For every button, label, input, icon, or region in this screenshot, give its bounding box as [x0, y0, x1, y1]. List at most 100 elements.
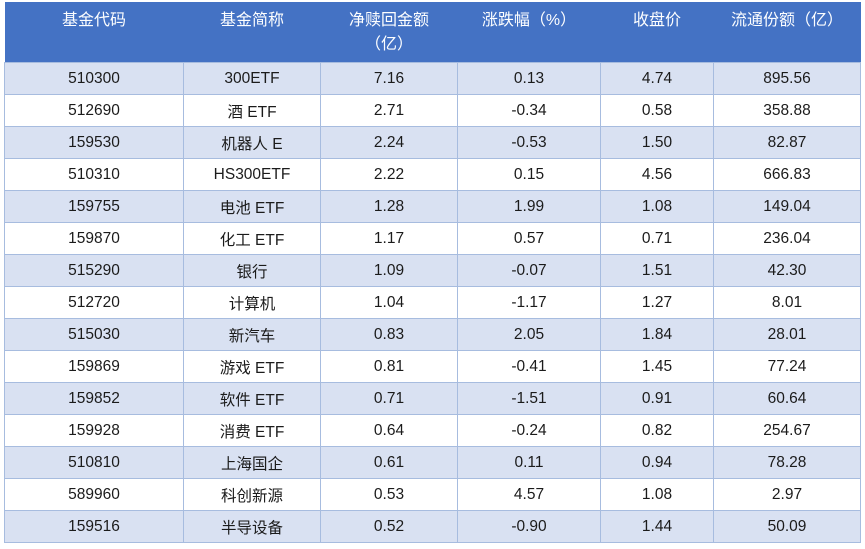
cell-change_pct: -1.51	[457, 382, 601, 415]
cell-net_redemption: 1.28	[320, 190, 458, 223]
cell-fund_name: 银行	[183, 254, 321, 287]
cell-change_pct: -0.53	[457, 126, 601, 159]
cell-change_pct: 2.05	[457, 318, 601, 351]
cell-close_price: 1.84	[600, 318, 714, 351]
cell-change_pct: 4.57	[457, 478, 601, 511]
cell-net_redemption: 2.71	[320, 94, 458, 127]
cell-float_shares: 78.28	[713, 446, 861, 479]
table-row: 159852 软件 ETF 0.71 -1.51 0.91 60.64	[4, 382, 861, 415]
cell-close_price: 0.94	[600, 446, 714, 479]
cell-fund_code: 515030	[4, 318, 184, 351]
cell-net_redemption: 0.71	[320, 382, 458, 415]
cell-close_price: 1.08	[600, 190, 714, 223]
cell-fund_name: 游戏 ETF	[183, 350, 321, 383]
cell-net_redemption: 1.17	[320, 222, 458, 255]
cell-fund_code: 510810	[4, 446, 184, 479]
cell-float_shares: 236.04	[713, 222, 861, 255]
cell-close_price: 1.51	[600, 254, 714, 287]
table-row: 510310 HS300ETF 2.22 0.15 4.56 666.83	[4, 158, 861, 191]
cell-change_pct: 0.15	[457, 158, 601, 191]
column-header-net-redemption-line1: 净赎回金额	[348, 12, 429, 29]
cell-fund_code: 510300	[4, 62, 184, 95]
cell-change_pct: -0.34	[457, 94, 601, 127]
table-header: 基金代码 基金简称 净赎回金额 （亿） 涨跌幅（%） 收盘价 流通份额（亿）	[4, 2, 861, 63]
cell-float_shares: 895.56	[713, 62, 861, 95]
cell-fund_name: 科创新源	[183, 478, 321, 511]
cell-close_price: 1.45	[600, 350, 714, 383]
cell-float_shares: 60.64	[713, 382, 861, 415]
column-header-close-price: 收盘价	[600, 2, 714, 63]
cell-net_redemption: 0.53	[320, 478, 458, 511]
cell-fund_code: 515290	[4, 254, 184, 287]
column-header-fund-name: 基金简称	[183, 2, 321, 63]
cell-fund_name: 半导设备	[183, 510, 321, 543]
table-row: 159516 半导设备 0.52 -0.90 1.44 50.09	[4, 510, 861, 543]
cell-close_price: 0.71	[600, 222, 714, 255]
table-row: 589960 科创新源 0.53 4.57 1.08 2.97	[4, 478, 861, 511]
cell-fund_code: 512690	[4, 94, 184, 127]
cell-change_pct: -0.90	[457, 510, 601, 543]
cell-close_price: 0.82	[600, 414, 714, 447]
cell-fund_name: 计算机	[183, 286, 321, 319]
fund-table: 基金代码 基金简称 净赎回金额 （亿） 涨跌幅（%） 收盘价 流通份额（亿） 5…	[4, 2, 861, 543]
cell-close_price: 4.74	[600, 62, 714, 95]
header-row: 基金代码 基金简称 净赎回金额 （亿） 涨跌幅（%） 收盘价 流通份额（亿）	[4, 2, 861, 63]
table-row: 159928 消费 ETF 0.64 -0.24 0.82 254.67	[4, 414, 861, 447]
table-row: 159755 电池 ETF 1.28 1.99 1.08 149.04	[4, 190, 861, 223]
cell-fund_name: HS300ETF	[183, 158, 321, 191]
table-row: 159869 游戏 ETF 0.81 -0.41 1.45 77.24	[4, 350, 861, 383]
table-body: 510300 300ETF 7.16 0.13 4.74 895.56 512690 酒 ET…	[4, 62, 861, 543]
table-row: 515030 新汽车 0.83 2.05 1.84 28.01	[4, 318, 861, 351]
cell-change_pct: -1.17	[457, 286, 601, 319]
cell-change_pct: -0.41	[457, 350, 601, 383]
cell-fund_name: 消费 ETF	[183, 414, 321, 447]
table-row: 510300 300ETF 7.16 0.13 4.74 895.56	[4, 62, 861, 95]
table-row: 510810 上海国企 0.61 0.11 0.94 78.28	[4, 446, 861, 479]
cell-fund_code: 589960	[4, 478, 184, 511]
cell-float_shares: 254.67	[713, 414, 861, 447]
cell-float_shares: 50.09	[713, 510, 861, 543]
cell-net_redemption: 1.04	[320, 286, 458, 319]
column-header-change-pct: 涨跌幅（%）	[457, 2, 601, 63]
cell-net_redemption: 7.16	[320, 62, 458, 95]
cell-close_price: 1.27	[600, 286, 714, 319]
cell-close_price: 0.91	[600, 382, 714, 415]
cell-fund_code: 159869	[4, 350, 184, 383]
cell-fund_name: 上海国企	[183, 446, 321, 479]
cell-change_pct: 0.11	[457, 446, 601, 479]
table-row: 159530 机器人 E 2.24 -0.53 1.50 82.87	[4, 126, 861, 159]
column-header-net-redemption: 净赎回金额 （亿）	[320, 2, 458, 63]
cell-float_shares: 77.24	[713, 350, 861, 383]
cell-fund_code: 159755	[4, 190, 184, 223]
cell-float_shares: 28.01	[713, 318, 861, 351]
cell-float_shares: 149.04	[713, 190, 861, 223]
cell-net_redemption: 0.83	[320, 318, 458, 351]
cell-fund_name: 300ETF	[183, 62, 321, 95]
table-row: 512690 酒 ETF 2.71 -0.34 0.58 358.88	[4, 94, 861, 127]
cell-close_price: 4.56	[600, 158, 714, 191]
cell-fund_name: 软件 ETF	[183, 382, 321, 415]
column-header-net-redemption-line2: （亿）	[364, 36, 413, 53]
cell-fund_name: 机器人 E	[183, 126, 321, 159]
cell-fund_code: 159852	[4, 382, 184, 415]
cell-fund_name: 电池 ETF	[183, 190, 321, 223]
cell-fund_name: 化工 ETF	[183, 222, 321, 255]
cell-net_redemption: 0.81	[320, 350, 458, 383]
cell-float_shares: 8.01	[713, 286, 861, 319]
cell-net_redemption: 0.64	[320, 414, 458, 447]
cell-float_shares: 2.97	[713, 478, 861, 511]
cell-change_pct: -0.07	[457, 254, 601, 287]
table-row: 515290 银行 1.09 -0.07 1.51 42.30	[4, 254, 861, 287]
cell-float_shares: 42.30	[713, 254, 861, 287]
cell-float_shares: 358.88	[713, 94, 861, 127]
column-header-float-shares: 流通份额（亿）	[713, 2, 861, 63]
cell-fund_name: 酒 ETF	[183, 94, 321, 127]
column-header-fund-code: 基金代码	[4, 2, 184, 63]
cell-net_redemption: 2.22	[320, 158, 458, 191]
cell-fund_code: 510310	[4, 158, 184, 191]
cell-fund_code: 159530	[4, 126, 184, 159]
cell-fund_name: 新汽车	[183, 318, 321, 351]
cell-net_redemption: 0.52	[320, 510, 458, 543]
cell-change_pct: 0.13	[457, 62, 601, 95]
cell-net_redemption: 2.24	[320, 126, 458, 159]
